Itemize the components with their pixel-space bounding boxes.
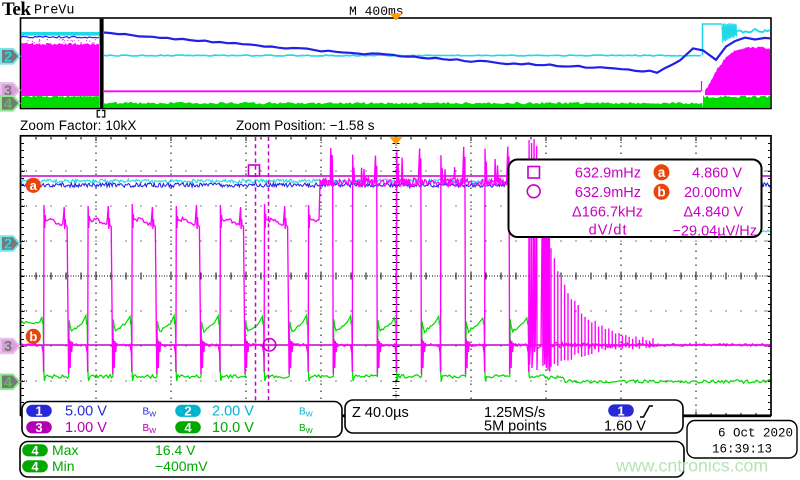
svg-text:5.00 V: 5.00 V [65,404,107,420]
svg-text:a: a [30,178,38,193]
svg-text:Tek: Tek [2,0,31,20]
svg-text:632.9mHz: 632.9mHz [575,185,641,201]
svg-text:2.00 V: 2.00 V [212,404,254,420]
svg-text:1: 1 [617,403,624,418]
svg-text:1.25MS/s: 1.25MS/s [484,405,545,421]
svg-text:3: 3 [35,420,42,435]
svg-text:PreVu: PreVu [34,4,75,19]
svg-text:BW: BW [143,407,158,419]
svg-text:2: 2 [184,404,191,419]
svg-text:1.00 V: 1.00 V [65,420,107,436]
svg-text:Z 40.0µs: Z 40.0µs [352,405,409,421]
svg-text:b: b [29,329,37,344]
svg-text:1.60 V: 1.60 V [604,419,646,435]
svg-text:1: 1 [35,404,42,419]
svg-text:4.860 V: 4.860 V [692,166,742,182]
svg-text:632.9mHz: 632.9mHz [575,166,641,182]
svg-text:BW: BW [143,423,158,435]
svg-text:20.00mV: 20.00mV [684,185,742,201]
svg-text:dV/dt: dV/dt [589,223,628,239]
svg-text:16:39:13: 16:39:13 [712,443,772,457]
svg-text:5M points: 5M points [484,419,547,435]
svg-text:6 Oct 2020: 6 Oct 2020 [718,427,793,441]
svg-text:2: 2 [4,49,12,65]
svg-text:4: 4 [4,375,12,391]
svg-text:Zoom Position: −1.58 s: Zoom Position: −1.58 s [236,118,375,133]
svg-text:4: 4 [4,96,12,112]
svg-text:Min: Min [52,458,75,474]
svg-text:Δ166.7kHz: Δ166.7kHz [572,205,643,221]
svg-text:16.4 V: 16.4 V [155,442,196,458]
svg-text:a: a [658,165,666,180]
svg-text:M 400ms: M 400ms [349,4,404,19]
svg-text:www.cntronics.com: www.cntronics.com [615,456,768,476]
svg-text:BW: BW [299,407,314,419]
svg-text:3: 3 [4,83,12,99]
svg-text:b: b [657,185,665,200]
svg-text:2: 2 [4,237,12,253]
svg-text:−29.04µV/Hz: −29.04µV/Hz [672,224,757,240]
svg-text:4: 4 [31,459,39,474]
svg-text:10.0 V: 10.0 V [212,420,254,436]
svg-text:Δ4.840 V: Δ4.840 V [683,205,743,221]
svg-text:4: 4 [184,420,192,435]
svg-text:−400mV: −400mV [155,458,208,474]
svg-text:BW: BW [299,423,314,435]
svg-text:3: 3 [4,339,12,355]
svg-text:4: 4 [31,443,39,458]
svg-text:Max: Max [52,442,78,458]
svg-text:Zoom Factor: 10kX: Zoom Factor: 10kX [20,118,137,133]
